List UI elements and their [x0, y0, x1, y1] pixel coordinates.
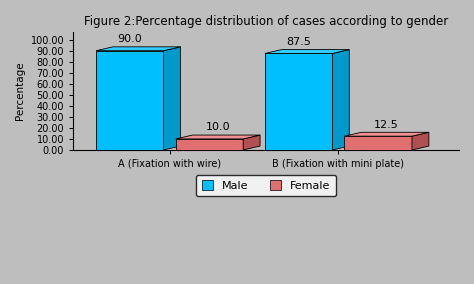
Polygon shape [332, 50, 349, 150]
Title: Figure 2:Percentage distribution of cases according to gender: Figure 2:Percentage distribution of case… [84, 15, 448, 28]
Polygon shape [96, 47, 181, 51]
Legend: Male, Female: Male, Female [196, 175, 336, 196]
Polygon shape [176, 139, 243, 150]
Polygon shape [265, 53, 332, 150]
Polygon shape [243, 135, 260, 150]
Text: 12.5: 12.5 [374, 120, 399, 130]
Text: 90.0: 90.0 [118, 34, 142, 44]
Y-axis label: Percentage: Percentage [15, 62, 25, 120]
Polygon shape [265, 50, 349, 53]
Polygon shape [345, 132, 429, 136]
Polygon shape [176, 135, 260, 139]
Polygon shape [96, 51, 164, 150]
Text: 10.0: 10.0 [206, 122, 230, 132]
Text: 87.5: 87.5 [286, 37, 311, 47]
Polygon shape [412, 132, 429, 150]
Polygon shape [345, 136, 412, 150]
Polygon shape [164, 47, 181, 150]
